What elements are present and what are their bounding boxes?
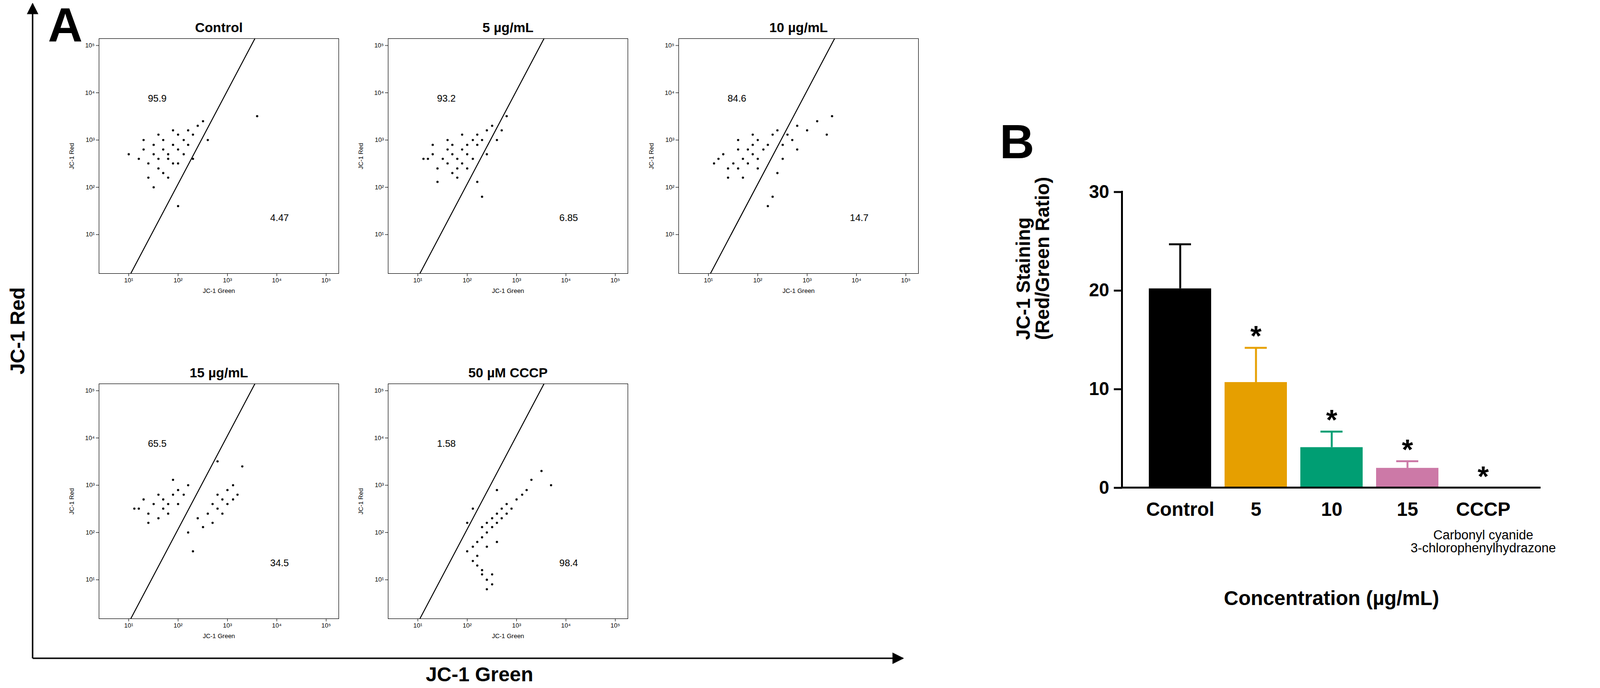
svg-text:10⁴: 10⁴: [373, 89, 384, 97]
svg-text:10⁵: 10⁵: [374, 386, 385, 395]
svg-text:10¹: 10¹: [85, 230, 95, 238]
svg-text:10¹: 10¹: [374, 230, 385, 238]
svg-text:JC-1 Green: JC-1 Green: [202, 287, 235, 295]
svg-text:JC-1 Red: JC-1 Red: [68, 142, 76, 170]
svg-text:4.47: 4.47: [270, 212, 290, 223]
svg-text:15 µg/mL: 15 µg/mL: [189, 365, 249, 381]
svg-text:10¹: 10¹: [413, 621, 423, 630]
svg-text:10⁵: 10⁵: [900, 276, 911, 284]
svg-text:CCCP: CCCP: [1456, 498, 1511, 520]
svg-text:10³: 10³: [665, 136, 675, 144]
svg-text:10¹: 10¹: [665, 230, 675, 238]
svg-text:*: *: [1401, 433, 1414, 466]
svg-text:10²: 10²: [173, 621, 183, 630]
svg-text:10⁵: 10⁵: [85, 41, 95, 49]
svg-text:10²: 10²: [374, 528, 385, 537]
svg-text:JC-1 Red: JC-1 Red: [357, 142, 365, 170]
svg-text:10⁴: 10⁴: [271, 621, 282, 630]
svg-text:93.2: 93.2: [437, 93, 456, 104]
svg-text:10³: 10³: [374, 136, 385, 144]
svg-text:JC-1 Red: JC-1 Red: [6, 287, 29, 375]
svg-text:10⁵: 10⁵: [610, 621, 620, 630]
svg-text:10⁵: 10⁵: [374, 41, 385, 49]
svg-text:10³: 10³: [85, 136, 95, 144]
svg-text:1.58: 1.58: [437, 438, 456, 449]
svg-text:10¹: 10¹: [124, 276, 134, 284]
svg-text:10⁴: 10⁴: [560, 276, 571, 284]
svg-text:65.5: 65.5: [148, 438, 167, 449]
svg-text:10⁴: 10⁴: [84, 434, 95, 442]
svg-text:10³: 10³: [512, 621, 522, 630]
svg-text:JC-1 Staining(Red/Green Ratio): JC-1 Staining(Red/Green Ratio): [1012, 176, 1053, 340]
svg-text:34.5: 34.5: [270, 557, 290, 569]
svg-text:10⁴: 10⁴: [560, 621, 571, 630]
svg-text:95.9: 95.9: [148, 93, 167, 104]
svg-text:JC-1 Green: JC-1 Green: [425, 663, 534, 686]
svg-text:10³: 10³: [85, 481, 95, 489]
html-text:B: B: [999, 114, 1035, 169]
svg-text:10³: 10³: [512, 276, 522, 284]
svg-text:10⁵: 10⁵: [321, 276, 331, 284]
svg-text:20: 20: [1088, 280, 1110, 301]
svg-text:JC-1 Green: JC-1 Green: [782, 287, 815, 295]
svg-text:10⁴: 10⁴: [851, 276, 862, 284]
svg-text:*: *: [1326, 403, 1338, 436]
svg-text:5 µg/mL: 5 µg/mL: [482, 20, 534, 36]
svg-text:10²: 10²: [85, 528, 95, 537]
svg-text:10²: 10²: [462, 621, 472, 630]
svg-text:10⁵: 10⁵: [665, 41, 675, 49]
svg-text:6.85: 6.85: [559, 212, 579, 223]
svg-text:10²: 10²: [173, 276, 183, 284]
svg-text:JC-1 Green: JC-1 Green: [491, 632, 525, 640]
svg-text:JC-1 Red: JC-1 Red: [647, 142, 655, 170]
svg-text:10¹: 10¹: [124, 621, 134, 630]
svg-text:Control: Control: [1145, 498, 1215, 520]
svg-text:10¹: 10¹: [703, 276, 713, 284]
svg-text:10: 10: [1320, 498, 1343, 520]
svg-text:10³: 10³: [222, 621, 233, 630]
svg-text:JC-1 Red: JC-1 Red: [68, 488, 76, 515]
svg-text:10³: 10³: [222, 276, 233, 284]
svg-text:10⁴: 10⁴: [84, 89, 95, 97]
svg-text:10 µg/mL: 10 µg/mL: [769, 20, 829, 36]
svg-text:10⁵: 10⁵: [610, 276, 620, 284]
svg-text:50 µM CCCP: 50 µM CCCP: [468, 365, 549, 381]
svg-text:0: 0: [1098, 477, 1110, 498]
svg-text:10²: 10²: [665, 183, 675, 191]
svg-text:14.7: 14.7: [850, 212, 869, 223]
svg-text:*: *: [1250, 319, 1262, 352]
svg-text:10¹: 10¹: [85, 575, 95, 584]
svg-text:10³: 10³: [374, 481, 385, 489]
svg-text:10⁵: 10⁵: [85, 386, 95, 395]
svg-text:JC-1 Red: JC-1 Red: [357, 488, 365, 515]
svg-text:10⁴: 10⁴: [373, 434, 384, 442]
svg-text:30: 30: [1088, 181, 1110, 202]
svg-text:10²: 10²: [753, 276, 763, 284]
svg-text:10³: 10³: [802, 276, 812, 284]
svg-text:JC-1 Green: JC-1 Green: [491, 287, 525, 295]
svg-text:10: 10: [1088, 378, 1110, 399]
svg-text:Carbonyl cyanide3-chlorophenyl: Carbonyl cyanide3-chlorophenylhydrazone: [1410, 527, 1556, 556]
svg-text:JC-1 Green: JC-1 Green: [202, 632, 235, 640]
svg-text:10¹: 10¹: [374, 575, 385, 584]
svg-text:Concentration (µg/mL): Concentration (µg/mL): [1224, 586, 1440, 610]
svg-text:10⁴: 10⁴: [664, 89, 675, 97]
svg-text:84.6: 84.6: [727, 93, 747, 104]
svg-text:10⁴: 10⁴: [271, 276, 282, 284]
svg-text:10²: 10²: [462, 276, 472, 284]
svg-text:5: 5: [1250, 498, 1262, 520]
svg-text:10²: 10²: [374, 183, 385, 191]
svg-text:98.4: 98.4: [559, 557, 579, 569]
svg-text:10⁵: 10⁵: [321, 621, 331, 630]
svg-text:Control: Control: [195, 20, 244, 36]
svg-text:15: 15: [1396, 498, 1419, 520]
svg-text:10¹: 10¹: [413, 276, 423, 284]
svg-text:10²: 10²: [85, 183, 95, 191]
